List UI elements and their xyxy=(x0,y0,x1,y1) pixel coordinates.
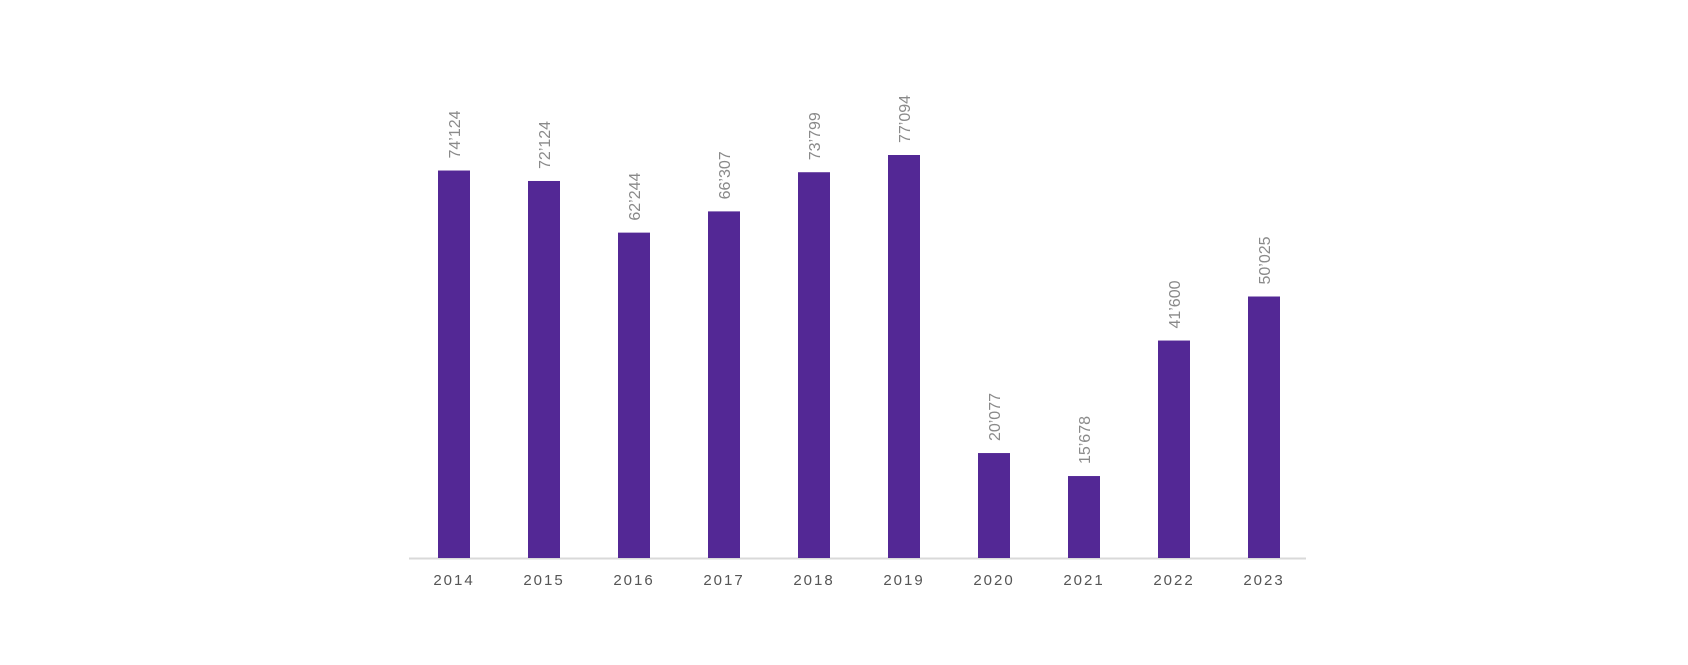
bar-2022 xyxy=(1158,340,1190,558)
x-tick-labels-group: 2014 2015 2016 2017 2018 2019 2020 2021 2022 2023 xyxy=(433,572,1284,589)
x-tick-label-2014: 2014 xyxy=(433,572,474,589)
bar-2014 xyxy=(438,170,470,558)
x-tick-label-2021: 2021 xyxy=(1063,572,1104,589)
bar-2019 xyxy=(888,155,920,558)
value-label-2017: 66’307 xyxy=(717,151,734,199)
bar-2017 xyxy=(708,211,740,558)
value-label-2020: 20’077 xyxy=(987,393,1004,441)
x-tick-label-2019: 2019 xyxy=(883,572,924,589)
x-tick-label-2022: 2022 xyxy=(1153,572,1194,589)
bar-2020 xyxy=(978,453,1010,558)
value-label-2016: 62’244 xyxy=(627,172,644,220)
x-tick-label-2018: 2018 xyxy=(793,572,834,589)
x-tick-label-2023: 2023 xyxy=(1243,572,1284,589)
value-label-2021: 15’678 xyxy=(1077,416,1094,464)
x-tick-label-2020: 2020 xyxy=(973,572,1014,589)
x-tick-label-2016: 2016 xyxy=(613,572,654,589)
value-label-2014: 74’124 xyxy=(447,110,464,158)
value-label-2022: 41’600 xyxy=(1167,280,1184,328)
bar-2018 xyxy=(798,172,830,558)
value-label-2015: 72’124 xyxy=(537,121,554,169)
bar-2021 xyxy=(1068,476,1100,558)
value-label-2019: 77’094 xyxy=(897,95,914,143)
x-tick-label-2015: 2015 xyxy=(523,572,564,589)
value-label-2018: 73’799 xyxy=(807,112,824,160)
bars-group xyxy=(438,155,1280,559)
x-tick-label-2017: 2017 xyxy=(703,572,744,589)
bar-2016 xyxy=(618,232,650,559)
value-labels-group: 74’124 72’124 62’244 66’307 73’799 77’094 20’0… xyxy=(447,95,1274,464)
bar-2015 xyxy=(528,180,560,558)
value-label-2023: 50’025 xyxy=(1257,236,1274,284)
bar-2023 xyxy=(1248,296,1280,558)
